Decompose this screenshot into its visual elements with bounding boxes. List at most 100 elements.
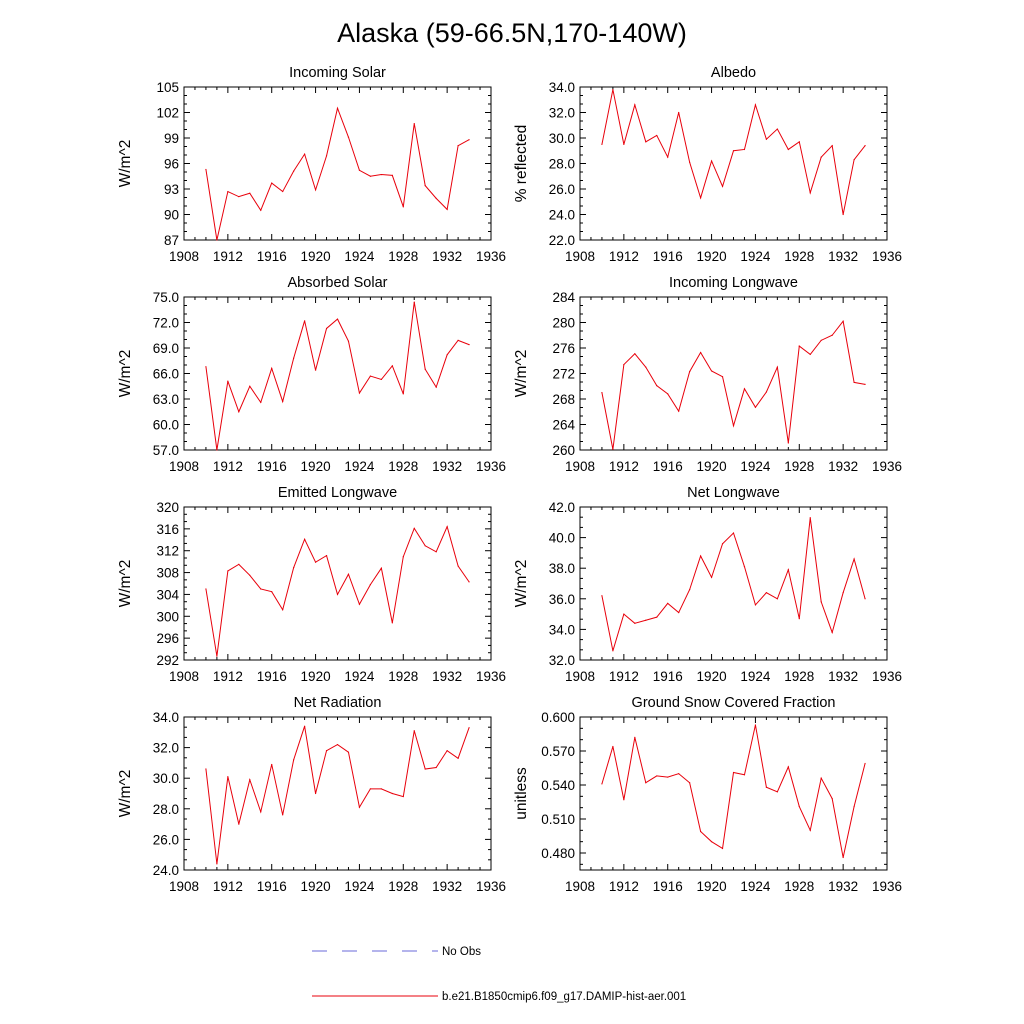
x-tick-label: 1916 [653, 249, 683, 264]
y-tick-label: 276 [552, 341, 575, 356]
data-point [260, 588, 262, 590]
plot-frame [579, 506, 888, 661]
data-point [743, 566, 746, 568]
x-tick-label: 1912 [609, 459, 639, 474]
data-point [358, 806, 361, 808]
y-tick-label: 0.510 [541, 812, 575, 827]
panel-net-longwave: Net Longwave W/m^2 1908 1912 1916 1920 1924 192… [513, 485, 902, 684]
x-tick-label: 1916 [257, 879, 287, 894]
y-tick-label: 292 [156, 653, 179, 668]
data-point [678, 773, 680, 775]
x-tick-label: 1924 [344, 459, 375, 474]
data-point [776, 598, 778, 600]
x-tick-label: 1936 [476, 459, 506, 474]
x-tick-label: 1928 [784, 459, 814, 474]
data-point [347, 340, 350, 342]
y-tick-label: 264 [552, 418, 575, 433]
x-tick-label: 1928 [388, 669, 418, 684]
panel-title: Incoming Solar [289, 65, 386, 81]
legend-label-no-obs: No Obs [442, 946, 481, 958]
data-point [380, 173, 382, 176]
x-tick-label: 1924 [344, 249, 375, 264]
data-point [227, 380, 229, 382]
x-tick-label: 1912 [213, 459, 243, 474]
data-point [864, 383, 866, 385]
panel-title: Emitted Longwave [278, 485, 397, 501]
data-point [325, 155, 328, 157]
y-tick-label: 105 [156, 80, 179, 95]
data-point [325, 327, 328, 330]
data-point [468, 727, 470, 729]
y-axis-label: W/m^2 [117, 770, 134, 818]
y-tick-label: 24.0 [153, 863, 179, 878]
data-point [413, 730, 415, 732]
data-point [380, 378, 382, 381]
data-point [446, 526, 448, 528]
data-point [864, 145, 866, 147]
data-point [853, 558, 855, 560]
x-tick-label: 1936 [476, 249, 506, 264]
x-tick-label: 1932 [828, 249, 858, 264]
data-point [798, 345, 800, 347]
y-tick-label: 42.0 [549, 500, 575, 515]
y-tick-label: 296 [156, 631, 179, 646]
y-tick-label: 72.0 [153, 316, 179, 331]
x-tick-label: 1908 [169, 249, 199, 264]
data-point [645, 782, 647, 784]
data-point [293, 170, 295, 172]
data-point [358, 392, 361, 394]
y-tick-label: 96 [164, 157, 179, 172]
x-tick-label: 1928 [388, 249, 418, 264]
y-axis-label: W/m^2 [117, 140, 134, 188]
data-point [809, 829, 811, 831]
y-tick-label: 24.0 [549, 208, 575, 223]
data-point [391, 622, 393, 624]
data-point [457, 145, 459, 147]
data-point [831, 631, 833, 634]
x-tick-label: 1936 [872, 669, 902, 684]
panel-title: Albedo [711, 65, 756, 81]
data-point [809, 192, 811, 194]
data-point [601, 783, 603, 785]
data-point [293, 759, 295, 761]
y-tick-label: 34.0 [549, 80, 575, 95]
data-point [249, 385, 251, 387]
y-tick-label: 26.0 [153, 832, 179, 847]
data-point [205, 588, 207, 590]
data-point [656, 385, 658, 387]
data-point [732, 425, 735, 427]
data-point [205, 168, 207, 171]
data-point [656, 134, 658, 137]
plot-frame [183, 716, 492, 871]
data-point [282, 814, 284, 816]
series-line [205, 106, 470, 241]
data-point [271, 763, 273, 766]
data-point [446, 750, 448, 752]
data-point [831, 334, 833, 336]
y-tick-label: 87 [164, 233, 179, 248]
data-point [325, 750, 328, 752]
x-tick-label: 1912 [213, 879, 243, 894]
data-point [853, 805, 855, 808]
data-point [787, 148, 789, 151]
x-tick-label: 1916 [257, 249, 287, 264]
data-point [391, 365, 393, 367]
data-point [424, 545, 426, 547]
data-point [776, 791, 778, 793]
data-point [424, 185, 426, 187]
y-tick-label: 69.0 [153, 341, 179, 356]
x-tick-label: 1932 [432, 249, 462, 264]
y-axis-label: % reflected [513, 125, 530, 203]
x-tick-label: 1928 [784, 879, 814, 894]
data-point [293, 567, 295, 569]
panel-title: Incoming Longwave [669, 275, 798, 291]
data-point [645, 366, 647, 368]
data-point [271, 367, 273, 369]
x-tick-label: 1920 [301, 669, 331, 684]
x-tick-label: 1932 [828, 669, 858, 684]
data-point [227, 190, 229, 193]
x-tick-label: 1920 [301, 249, 331, 264]
y-tick-label: 284 [552, 290, 575, 305]
data-point [314, 792, 317, 795]
series-line [601, 89, 866, 215]
